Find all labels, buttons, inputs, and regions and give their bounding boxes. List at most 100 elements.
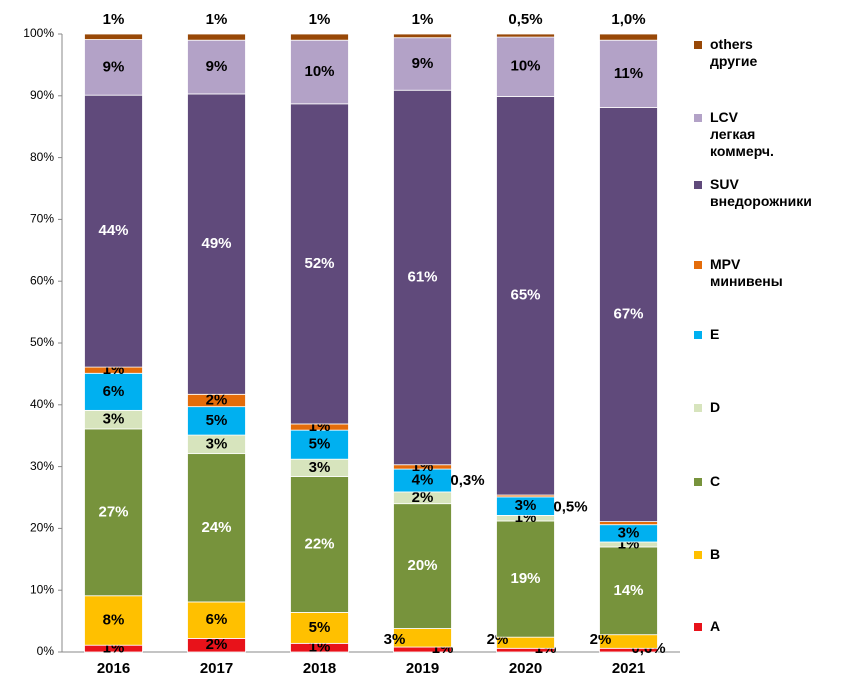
value-label: 11%: [614, 65, 643, 82]
bar-segment: [393, 37, 452, 91]
value-label: 20%: [407, 557, 437, 574]
value-label: 3%: [206, 435, 228, 452]
legend-label: others другие: [710, 36, 758, 69]
bar-segment: [290, 429, 349, 460]
value-label: 49%: [201, 235, 231, 252]
bar-segment: [290, 612, 349, 644]
value-label: 3%: [309, 459, 331, 476]
bar-segment: [187, 39, 246, 95]
value-label: 3%: [618, 524, 640, 541]
bar-segment: [290, 39, 349, 105]
value-label: 4%: [412, 471, 434, 488]
value-label: 1%: [309, 11, 331, 28]
value-label: 10%: [304, 63, 334, 80]
bar-segment: [599, 33, 658, 41]
legend-swatch: [694, 551, 702, 559]
legend-label: MPV минивены: [710, 256, 783, 289]
value-label: 5%: [206, 412, 228, 429]
bar-segment: [84, 39, 143, 96]
value-label: 2%: [590, 631, 612, 648]
legend-label: E: [710, 326, 720, 342]
value-label: 5%: [309, 436, 331, 453]
legend-label: SUV внедорожники: [710, 176, 812, 209]
y-tick-label: 60%: [30, 273, 54, 287]
value-label: 65%: [510, 287, 540, 304]
bar-segment: [496, 36, 555, 97]
value-label: 24%: [201, 519, 231, 536]
value-label: 1%: [103, 11, 125, 28]
y-tick-label: 30%: [30, 459, 54, 473]
legend-label: D: [710, 399, 721, 415]
bar-segment: [84, 33, 143, 40]
x-tick-label: 2021: [612, 660, 645, 677]
value-label: 3%: [103, 411, 125, 428]
value-label: 10%: [510, 58, 540, 75]
value-label: 22%: [304, 535, 334, 552]
bar-segment: [84, 94, 143, 368]
value-label: 67%: [613, 306, 643, 323]
value-label: 2%: [206, 636, 228, 653]
legend-label: LCV легкая коммерч.: [710, 109, 774, 159]
value-label: 2%: [412, 489, 434, 506]
bar-segment: [290, 476, 349, 613]
bar-segment: [496, 33, 555, 38]
legend-label: B: [710, 546, 721, 562]
value-label: 52%: [304, 255, 334, 272]
value-label: 0,3%: [450, 472, 484, 489]
value-label: 9%: [412, 55, 434, 72]
value-label: 61%: [407, 268, 437, 285]
bar-segment: [393, 33, 452, 39]
y-tick-label: 10%: [30, 582, 54, 596]
legend-swatch: [694, 623, 702, 631]
value-label: 9%: [206, 58, 228, 75]
bar-segment: [496, 520, 555, 638]
value-label: 44%: [98, 222, 128, 239]
y-tick-label: 100%: [23, 26, 54, 40]
bar-segment: [599, 521, 658, 526]
x-tick-label: 2020: [509, 660, 542, 677]
value-label: 0,5%: [508, 11, 542, 28]
bar-segment: [599, 39, 658, 108]
value-label: 14%: [613, 582, 643, 599]
value-label: 1%: [412, 11, 434, 28]
value-label: 27%: [98, 503, 128, 520]
legend-swatch: [694, 41, 702, 49]
legend-swatch: [694, 181, 702, 189]
value-label: 2%: [206, 391, 228, 408]
y-tick-label: 0%: [37, 644, 55, 658]
x-tick-label: 2016: [97, 660, 130, 677]
y-tick-label: 90%: [30, 88, 54, 102]
y-tick-label: 40%: [30, 397, 54, 411]
bar-segment: [599, 107, 658, 523]
bar-segment: [393, 89, 452, 466]
y-tick-label: 50%: [30, 335, 54, 349]
bar-segment: [84, 372, 143, 411]
value-label: 3%: [515, 497, 537, 514]
legend-label: A: [710, 618, 721, 634]
bar-segment: [599, 546, 658, 636]
value-label: 9%: [103, 58, 125, 75]
value-label: 6%: [206, 611, 228, 628]
x-tick-label: 2018: [303, 660, 336, 677]
legend-swatch: [694, 404, 702, 412]
bar-segment: [290, 103, 349, 425]
bar-segment: [187, 93, 246, 395]
value-label: 1,0%: [611, 11, 645, 28]
value-label: 6%: [103, 383, 125, 400]
value-label: 1%: [206, 11, 228, 28]
legend-swatch: [694, 261, 702, 269]
bar-segment: [187, 406, 246, 436]
legend-swatch: [694, 478, 702, 486]
legend-swatch: [694, 331, 702, 339]
bar-segment: [290, 33, 349, 41]
value-label: 0,5%: [553, 499, 587, 516]
value-label: 8%: [103, 611, 125, 628]
legend-label: C: [710, 473, 721, 489]
legend-swatch: [694, 114, 702, 122]
y-tick-label: 80%: [30, 150, 54, 164]
y-tick-label: 70%: [30, 212, 54, 226]
x-tick-label: 2017: [200, 660, 233, 677]
bar-segment: [187, 453, 246, 603]
